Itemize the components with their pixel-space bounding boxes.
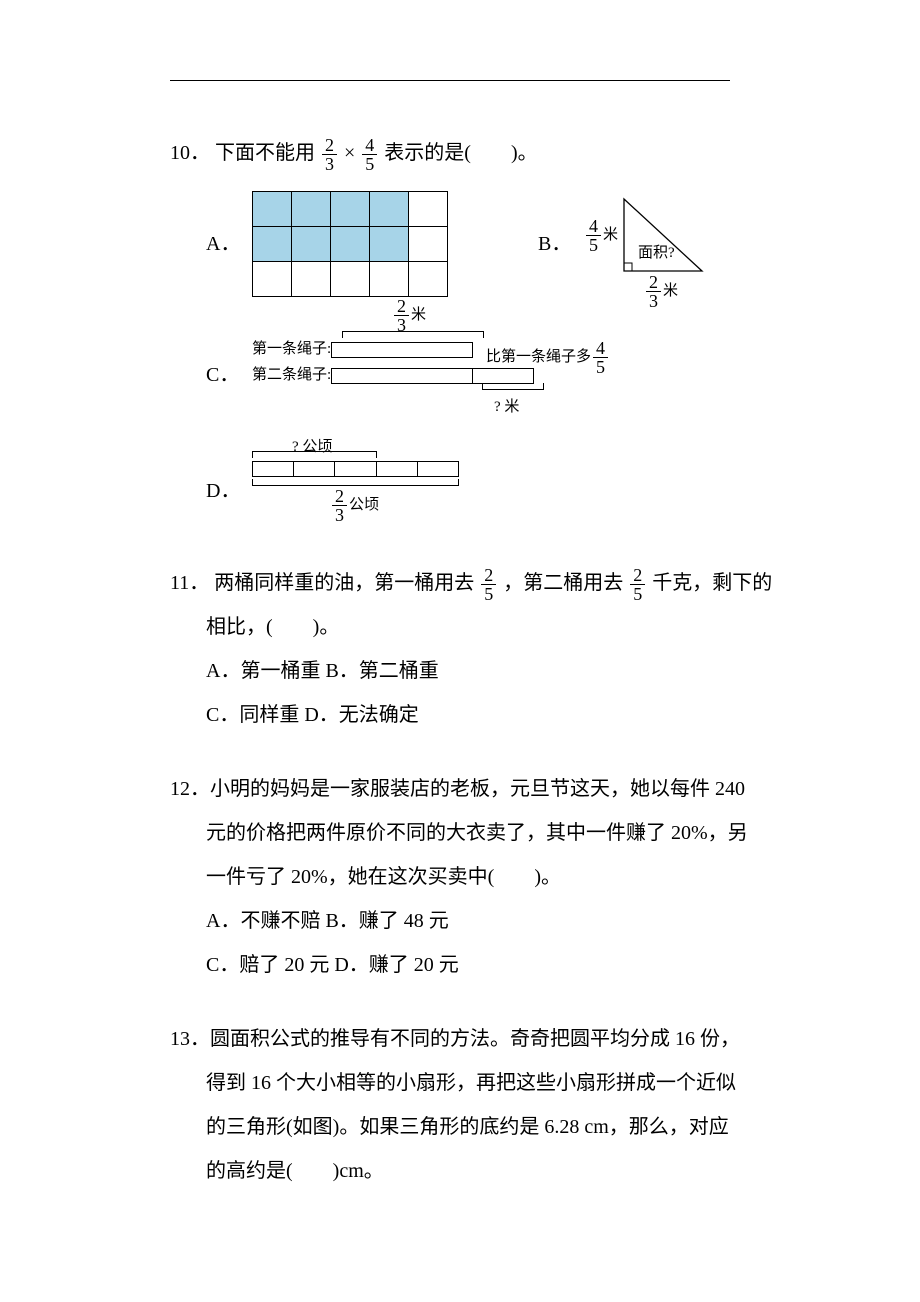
q10-stem-pre: 下面不能用 [215,142,315,164]
q10-number: 10． [170,142,210,164]
q13-p3: 的三角形(如图)。如果三角形的底约是 6.28 cm，那么，对应 [206,1105,820,1149]
q11-number: 11． [170,572,209,594]
q10-frac2: 45 [362,136,377,173]
figC-line1: 第一条绳子: [252,339,473,360]
q13-number: 13． [170,1028,210,1050]
bar1 [331,342,473,358]
q10-figD: ? 公顷 23公顷 [252,451,482,531]
question-13: 13．圆面积公式的推导有不同的方法。奇奇把圆平均分成 16 份， 得到 16 个… [170,1017,820,1193]
figC-top-label: 23米 [392,297,426,334]
question-10: 10． 下面不能用 23 × 45 表示的是( )。 A． B． [170,131,820,531]
q11-p1a: 两桶同样重的油，第一桶用去 [214,572,474,594]
figD-seg [252,461,459,477]
q10-figB: 45米 面积? 23米 [584,189,724,299]
figD-top-brace [252,451,377,458]
q12-optA: A．不赚不赔 B．赚了 48 元 [206,899,820,943]
bar2a [331,368,473,384]
figC-q: ? 米 [494,391,519,424]
q11-p1c: 千克，剩下的 [652,572,772,594]
q10-frac1: 23 [322,136,337,173]
q10-optD-label: D． [206,469,242,513]
q10-figC: 23米 第一条绳子: 比第一条绳子多45 第二条绳子: ? 米 [252,325,632,425]
q10-figA [252,191,448,297]
q10-times: × [344,142,355,164]
header-rule [170,80,730,81]
q10-row-d: D． ? 公顷 23公顷 [206,451,820,531]
q13-p4: 的高约是( )cm。 [206,1149,820,1193]
q12-optC: C．赔了 20 元 D．赚了 20 元 [206,943,820,987]
q10-stem-post: 表示的是( )。 [384,142,537,164]
triB-area: 面积? [638,237,675,270]
q11-optC: C．同样重 D．无法确定 [206,693,820,737]
q12-p1: 小明的妈妈是一家服装店的老板，元旦节这天，她以每件 240 [210,778,745,800]
q10-optC-label: C． [206,353,242,397]
q10-optA-label: A． [206,222,242,266]
bar2b [472,368,534,384]
triB-left: 45米 [584,217,618,254]
q13-p2: 得到 16 个大小相等的小扇形，再把这些小扇形拼成一个近似 [206,1061,820,1105]
q10-row-c: C． 23米 第一条绳子: 比第一条绳子多45 第二条绳子: [206,325,820,425]
q10-row-ab: A． B． 45米 面积? 23米 [206,189,820,299]
figD-top: ? 公顷 [292,431,332,464]
triB-bottom: 23米 [644,273,678,310]
q12-p2: 元的价格把两件原价不同的大衣卖了，其中一件赚了 20%，另 [206,811,820,855]
q11-p1b: ，第二桶用去 [503,572,623,594]
q13-p1: 圆面积公式的推导有不同的方法。奇奇把圆平均分成 16 份， [210,1028,740,1050]
question-11: 11． 两桶同样重的油，第一桶用去 25 ，第二桶用去 25 千克，剩下的 相比… [170,561,820,737]
q11-p2: 相比，( )。 [206,605,820,649]
q11-optA: A．第一桶重 B．第二桶重 [206,649,820,693]
q11-f1: 25 [481,566,496,603]
q10-optB-label: B． [538,222,574,266]
q12-p3: 一件亏了 20%，她在这次买卖中( )。 [206,855,820,899]
question-12: 12．小明的妈妈是一家服装店的老板，元旦节这天，她以每件 240 元的价格把两件… [170,767,820,987]
figC-top-brace [342,331,484,338]
figD-bottom-label: 23公顷 [330,487,379,524]
exam-page: 10． 下面不能用 23 × 45 表示的是( )。 A． B． [0,0,920,1283]
q11-f2: 25 [630,566,645,603]
figD-bottom-brace [252,479,459,486]
figC-bottom-brace [482,383,544,390]
q12-number: 12． [170,778,210,800]
